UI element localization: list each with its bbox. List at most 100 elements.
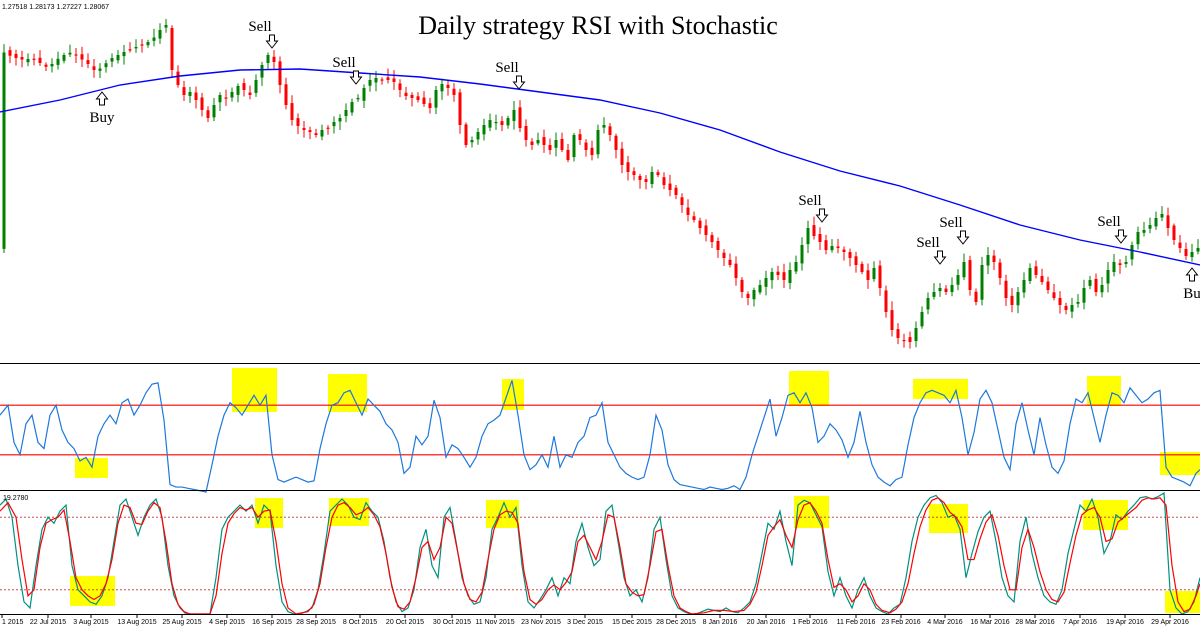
candle	[926, 292, 930, 315]
candle	[1112, 254, 1116, 277]
signal-label: Sell	[332, 55, 355, 71]
signal-highlight	[486, 500, 519, 528]
candle	[212, 97, 216, 122]
ohlc-readout: 1.27518 1.28173 1.27227 1.28067	[2, 4, 109, 11]
candle-body	[1064, 305, 1068, 310]
candle	[1184, 242, 1188, 260]
arrow-down-icon	[933, 250, 947, 265]
candle-body	[1130, 245, 1134, 260]
candle	[614, 133, 618, 159]
candle-body	[860, 263, 864, 272]
candle	[1160, 206, 1164, 222]
candle-body	[566, 149, 570, 160]
candle	[782, 263, 786, 288]
candle	[764, 270, 768, 296]
candle	[218, 92, 222, 112]
candle	[932, 283, 936, 300]
candle-body	[1004, 280, 1008, 298]
candle	[290, 95, 294, 126]
candle-body	[890, 310, 894, 330]
candle-body	[494, 122, 498, 124]
candle	[2, 44, 6, 253]
candle	[1190, 243, 1194, 262]
candle-body	[380, 79, 384, 81]
candle-body	[674, 187, 678, 195]
candle-body	[530, 141, 534, 145]
candle	[182, 80, 186, 101]
candle-body	[854, 256, 858, 265]
candle	[788, 262, 792, 290]
candle-body	[98, 68, 102, 71]
candle	[710, 232, 714, 249]
candle-body	[200, 97, 204, 110]
candle	[44, 62, 48, 71]
date-label: 8 Jan 2016	[703, 619, 738, 626]
candle-body	[122, 52, 126, 57]
candle-body	[50, 64, 54, 67]
candle-body	[350, 102, 354, 113]
candle	[980, 256, 984, 306]
candle	[1088, 275, 1092, 290]
candle	[962, 253, 966, 280]
candle	[1118, 259, 1122, 274]
candle	[32, 53, 36, 66]
candle	[398, 79, 402, 98]
candle	[524, 119, 528, 147]
candle-body	[146, 42, 150, 46]
candle	[608, 122, 612, 142]
candle-body	[1046, 281, 1050, 290]
candle-body	[1100, 285, 1104, 293]
candle	[122, 44, 126, 65]
candle	[698, 217, 702, 235]
candle-body	[704, 225, 708, 235]
candle-body	[644, 179, 648, 182]
arrow-down-icon	[956, 230, 970, 245]
date-label: 7 Apr 2016	[1063, 619, 1097, 626]
stochastic-panel	[0, 491, 1200, 615]
candle	[1040, 268, 1044, 285]
candle-body	[800, 245, 804, 264]
candle-body	[1016, 292, 1020, 306]
signal-highlight	[1083, 500, 1128, 530]
candle	[872, 261, 876, 282]
sell-signal: Sell	[939, 215, 970, 245]
candle-body	[212, 105, 216, 118]
candle	[458, 88, 462, 134]
signal-highlight	[1160, 452, 1200, 475]
candle	[1136, 226, 1140, 250]
candle-body	[968, 260, 972, 290]
date-label: 20 Jan 2016	[747, 619, 786, 626]
candle	[158, 23, 162, 44]
candle-body	[602, 125, 606, 128]
candle-body	[650, 172, 654, 184]
candle-body	[344, 110, 348, 117]
candle	[998, 258, 1002, 285]
candle-body	[62, 55, 66, 61]
candle	[560, 132, 564, 153]
candle	[848, 248, 852, 267]
candle	[1046, 276, 1050, 294]
candle	[584, 139, 588, 157]
candle-body	[614, 135, 618, 150]
candle-body	[152, 37, 156, 41]
candle-body	[476, 132, 480, 140]
candle-body	[740, 279, 744, 292]
candle	[794, 255, 798, 275]
date-label: 4 Sep 2015	[209, 619, 245, 626]
candle	[116, 50, 120, 64]
candle-body	[716, 241, 720, 250]
sell-signal: Sell	[332, 55, 363, 85]
candle-body	[14, 53, 18, 58]
candle	[950, 277, 954, 297]
sell-signal: Sell	[1097, 214, 1128, 244]
candle-body	[752, 290, 756, 300]
candle-body	[332, 122, 336, 127]
candle	[728, 253, 732, 268]
candle-body	[488, 120, 492, 128]
candle	[566, 143, 570, 163]
candle-body	[170, 27, 174, 70]
